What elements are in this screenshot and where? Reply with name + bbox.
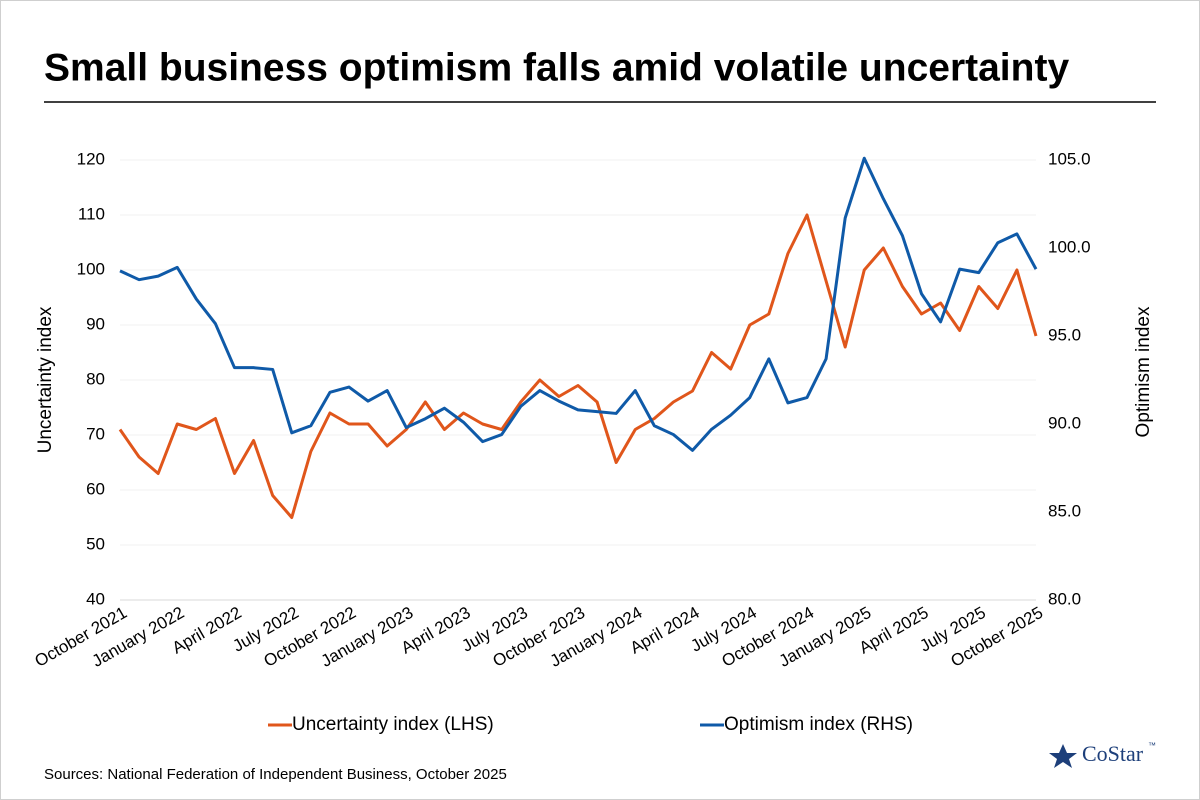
logo-mark: ™	[1148, 741, 1156, 750]
y-axis-title: Uncertainty index	[35, 306, 56, 453]
logo-text: CoStar	[1082, 741, 1144, 766]
logo-star	[1049, 744, 1077, 768]
y-tick-label: 100	[77, 259, 105, 278]
legend-label: Optimism index (RHS)	[724, 714, 913, 735]
y2-tick-label: 100.0	[1048, 237, 1091, 256]
series-line	[118, 213, 1038, 519]
legend-item: Uncertainty index (LHS)	[268, 714, 494, 735]
y2-tick-label: 105.0	[1048, 149, 1091, 168]
y-tick-label: 80	[86, 369, 105, 388]
legend-label: Uncertainty index (LHS)	[292, 714, 494, 735]
chart-title: Small business optimism falls amid volat…	[44, 46, 1069, 89]
y-tick-label: 60	[86, 479, 105, 498]
y-tick-label: 40	[86, 589, 105, 608]
y2-tick-label: 95.0	[1048, 325, 1081, 344]
y2-tick-label: 90.0	[1048, 413, 1081, 432]
source-note: Sources: National Federation of Independ…	[44, 766, 507, 783]
y2-tick-label: 85.0	[1048, 501, 1081, 520]
y-tick-label: 50	[86, 534, 105, 553]
y-tick-label: 70	[86, 424, 105, 443]
y2-axis-title: Optimism index	[1133, 306, 1154, 437]
logo: CoStar ™	[1049, 741, 1156, 768]
legend-item: Optimism index (RHS)	[700, 714, 913, 735]
series-line	[119, 156, 1038, 452]
y-tick-label: 120	[77, 149, 105, 168]
y2-tick-label: 80.0	[1048, 589, 1081, 608]
y-tick-label: 110	[78, 204, 105, 223]
y-tick-label: 90	[86, 314, 105, 333]
